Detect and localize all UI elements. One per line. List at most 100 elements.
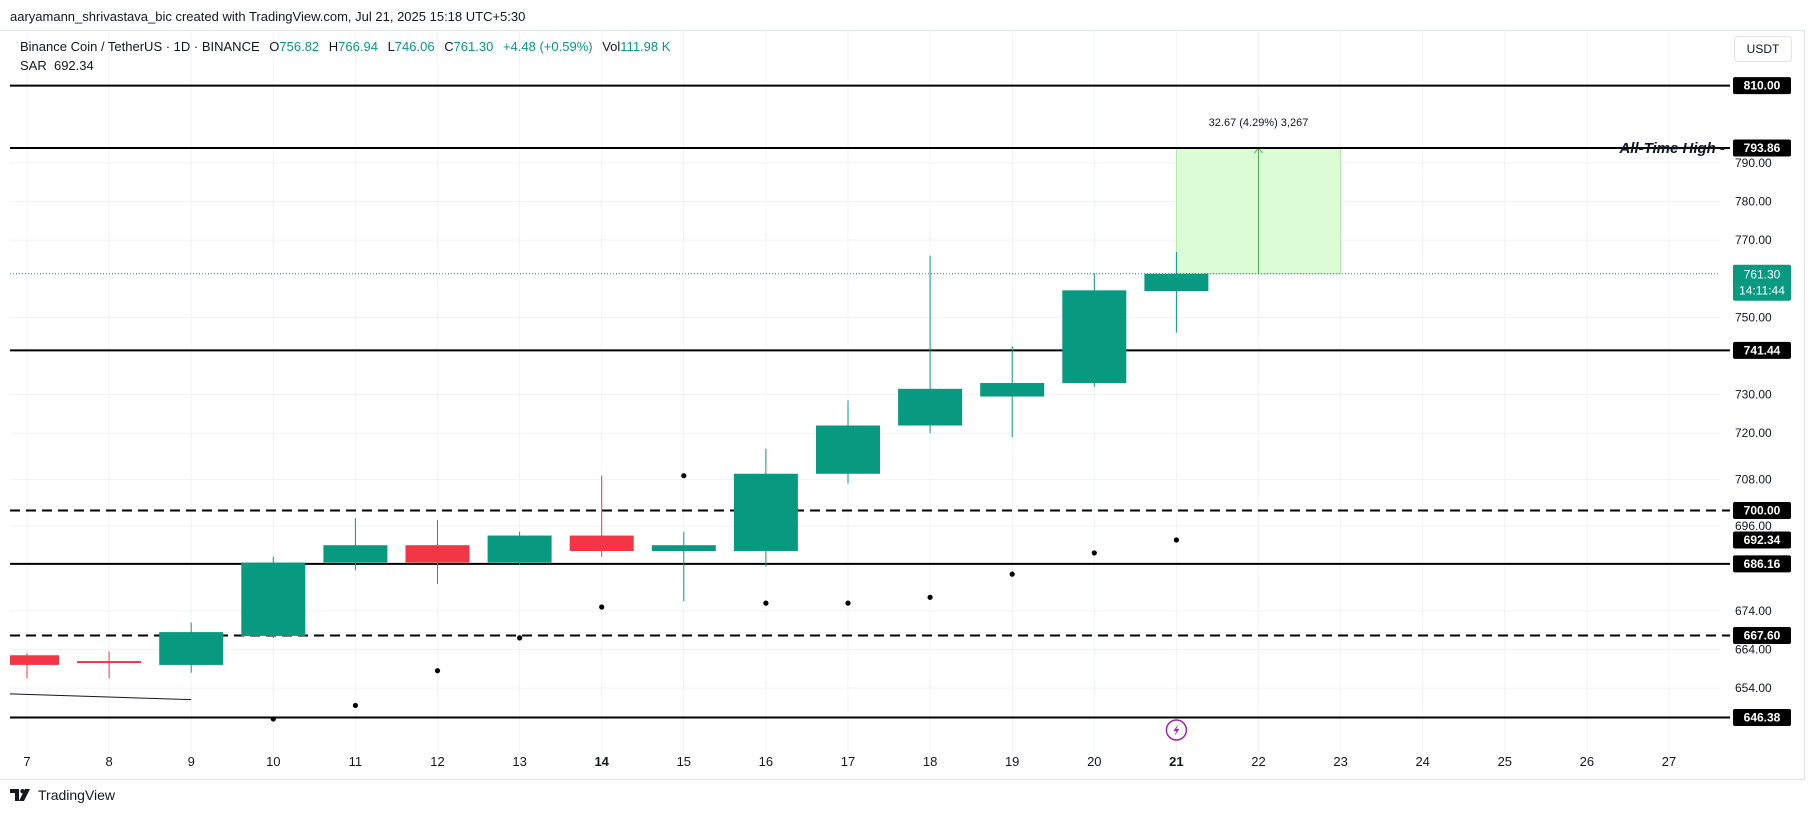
y-tick-label: 790.00 [1735, 156, 1772, 170]
y-tick-label: 770.00 [1735, 233, 1772, 247]
candle[interactable] [816, 425, 880, 474]
y-tick-label: 720.00 [1735, 426, 1772, 440]
high-value: 766.94 [338, 39, 378, 54]
high-label: H [328, 39, 339, 54]
sar-dot [681, 473, 687, 479]
currency-button[interactable]: USDT [1734, 36, 1792, 62]
x-tick-label: 20 [1087, 754, 1101, 769]
level-tag: 810.00 [1744, 79, 1781, 93]
level-tag: 700.00 [1744, 503, 1781, 517]
sar-legend: SAR 692.34 [20, 58, 94, 73]
sar-tag: 692.34 [1744, 533, 1781, 547]
x-tick-label: 12 [430, 754, 444, 769]
last-price-tag: 761.30 [1744, 268, 1781, 282]
candle[interactable] [733, 473, 798, 551]
all-time-high-label: All-Time High - [1618, 140, 1725, 157]
sar-dot [434, 668, 441, 674]
tradingview-footer: TradingView [10, 787, 115, 803]
low-value: 746.06 [394, 39, 435, 54]
level-tag: 793.86 [1744, 141, 1781, 155]
level-tag-bg [1733, 709, 1791, 726]
candle[interactable] [1062, 290, 1127, 384]
sar-tag-bg [1733, 531, 1791, 549]
candle[interactable] [898, 388, 963, 426]
volume-value: 111.98 K [620, 39, 671, 54]
x-tick-label: 24 [1415, 754, 1429, 769]
x-tick-label: 9 [188, 754, 195, 769]
ohlc-legend: Binance Coin / TetherUS · 1D · BINANCE O… [20, 39, 670, 54]
change-value: +4.48 (+0.59%) [502, 39, 593, 54]
sar-dot [1091, 550, 1097, 556]
x-tick-label: 22 [1251, 754, 1265, 769]
candle[interactable] [10, 655, 59, 665]
x-tick-label: 10 [266, 754, 280, 769]
y-tick-label: 654.00 [1735, 681, 1772, 695]
x-tick-label: 17 [841, 754, 855, 769]
x-tick-label: 16 [759, 754, 773, 769]
candle[interactable] [405, 545, 470, 563]
level-tag: 741.44 [1744, 343, 1781, 357]
level-tag: 686.16 [1744, 557, 1781, 571]
candle[interactable] [241, 562, 306, 636]
x-tick-label: 7 [23, 754, 30, 769]
close-value: 761.30 [453, 39, 494, 54]
candle[interactable] [487, 535, 552, 563]
open-label: O [269, 39, 280, 54]
x-tick-label: 21 [1169, 754, 1183, 769]
open-value: 756.82 [279, 39, 320, 54]
x-tick-label: 14 [594, 754, 609, 769]
volume-label: Vol [602, 39, 621, 54]
x-tick-label: 8 [105, 754, 112, 769]
x-tick-label: 26 [1580, 754, 1594, 769]
candle[interactable] [77, 661, 142, 664]
candle[interactable] [651, 545, 716, 551]
y-tick-label: 664.00 [1735, 642, 1772, 656]
candle[interactable] [980, 383, 1045, 397]
close-label: C [444, 39, 454, 54]
x-tick-label: 25 [1498, 754, 1512, 769]
sar-value: 692.34 [53, 58, 94, 73]
level-tag-bg [1733, 77, 1791, 95]
trend-line[interactable] [9, 693, 192, 701]
last-price-tag-bg [1733, 264, 1791, 301]
x-tick-label: 19 [1005, 754, 1019, 769]
x-tick-label: 23 [1333, 754, 1347, 769]
sar-dot [927, 594, 933, 600]
sar-dot [352, 702, 358, 709]
y-tick-label: 696.00 [1735, 519, 1772, 533]
sar-label: SAR [20, 58, 47, 73]
sar-dot [1009, 571, 1015, 577]
symbol-label: Binance Coin / TetherUS · 1D · BINANCE [20, 39, 260, 54]
candle[interactable] [569, 535, 634, 551]
level-tag: 646.38 [1744, 711, 1781, 725]
countdown-tag: 14:11:44 [1739, 284, 1785, 298]
chart-frame [0, 30, 1805, 780]
x-tick-label: 13 [512, 754, 526, 769]
level-tag: 667.60 [1744, 629, 1781, 643]
y-tick-label: 708.00 [1735, 473, 1772, 487]
tradingview-logo-icon [10, 789, 30, 801]
x-tick-label: 15 [677, 754, 691, 769]
sar-dot [763, 600, 769, 606]
lightning-icon [1173, 724, 1180, 736]
sar-dot [599, 604, 605, 610]
x-tick-label: 18 [923, 754, 937, 769]
level-tag-bg [1733, 501, 1791, 519]
level-tag-bg [1733, 627, 1791, 645]
level-tag-bg [1733, 555, 1791, 573]
candle[interactable] [1144, 273, 1209, 292]
low-label: L [387, 39, 395, 54]
candle[interactable] [323, 545, 388, 563]
x-tick-label: 27 [1662, 754, 1676, 769]
candle[interactable] [159, 632, 224, 665]
x-tick-label: 11 [349, 754, 363, 769]
sar-dot [517, 635, 523, 641]
sar-dot [1173, 537, 1179, 543]
y-tick-label: 730.00 [1735, 388, 1772, 402]
y-tick-label: 780.00 [1735, 195, 1772, 209]
tradingview-brand: TradingView [38, 787, 116, 803]
level-tag-bg [1733, 139, 1791, 157]
y-tick-label: 750.00 [1735, 310, 1772, 324]
level-tag-bg [1733, 341, 1791, 359]
